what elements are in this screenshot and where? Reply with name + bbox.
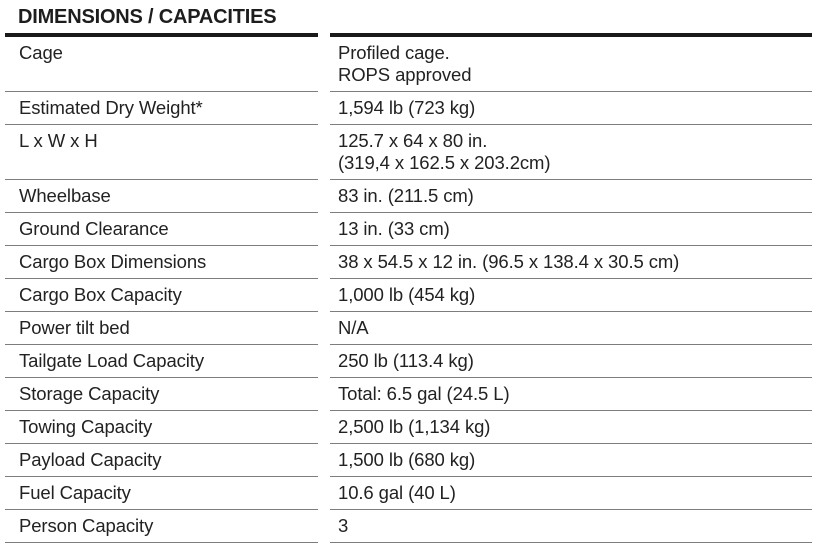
spec-label: Power tilt bed [5, 312, 318, 345]
spec-label: Cargo Box Dimensions [5, 246, 318, 279]
spec-label: Ground Clearance [5, 213, 318, 246]
table-row: Storage Capacity Total: 6.5 gal (24.5 L) [5, 378, 812, 411]
spec-label: Fuel Capacity [5, 477, 318, 510]
table-row: Fuel Capacity 10.6 gal (40 L) [5, 477, 812, 510]
spec-label: Estimated Dry Weight* [5, 92, 318, 125]
spec-label: Towing Capacity [5, 411, 318, 444]
spec-label: Person Capacity [5, 510, 318, 543]
table-row: Person Capacity 3 [5, 510, 812, 543]
spec-value: 83 in. (211.5 cm) [330, 180, 812, 213]
spec-label: Cargo Box Capacity [5, 279, 318, 312]
table-row: Ground Clearance 13 in. (33 cm) [5, 213, 812, 246]
spec-value: N/A [330, 312, 812, 345]
section-title: DIMENSIONS / CAPACITIES [18, 6, 277, 28]
table-row: Tailgate Load Capacity 250 lb (113.4 kg) [5, 345, 812, 378]
table-row: Towing Capacity 2,500 lb (1,134 kg) [5, 411, 812, 444]
table-row: Estimated Dry Weight* 1,594 lb (723 kg) [5, 92, 812, 125]
spec-value: 250 lb (113.4 kg) [330, 345, 812, 378]
spec-value: 1,000 lb (454 kg) [330, 279, 812, 312]
table-row: L x W x H 125.7 x 64 x 80 in. (319,4 x 1… [5, 125, 812, 180]
dimensions-capacities-table: DIMENSIONS / CAPACITIES Cage Profiled ca… [5, 7, 812, 543]
header-rule-left-segment [5, 33, 318, 37]
spec-value: 3 [330, 510, 812, 543]
spec-label: L x W x H [5, 125, 318, 180]
spec-value: Total: 6.5 gal (24.5 L) [330, 378, 812, 411]
spec-value: 38 x 54.5 x 12 in. (96.5 x 138.4 x 30.5 … [330, 246, 812, 279]
spec-value: 1,594 lb (723 kg) [330, 92, 812, 125]
spec-value: 125.7 x 64 x 80 in. (319,4 x 162.5 x 203… [330, 125, 812, 180]
table-row: Cargo Box Capacity 1,000 lb (454 kg) [5, 279, 812, 312]
spec-table-body: Cage Profiled cage. ROPS approved Estima… [5, 37, 812, 543]
spec-label: Wheelbase [5, 180, 318, 213]
table-row: Wheelbase 83 in. (211.5 cm) [5, 180, 812, 213]
table-row: Cage Profiled cage. ROPS approved [5, 37, 812, 92]
spec-value: 10.6 gal (40 L) [330, 477, 812, 510]
spec-value: 13 in. (33 cm) [330, 213, 812, 246]
spec-label: Storage Capacity [5, 378, 318, 411]
table-row: Payload Capacity 1,500 lb (680 kg) [5, 444, 812, 477]
spec-label: Cage [5, 37, 318, 92]
spec-value: 1,500 lb (680 kg) [330, 444, 812, 477]
header-rule [5, 33, 812, 37]
table-row: Cargo Box Dimensions 38 x 54.5 x 12 in. … [5, 246, 812, 279]
spec-value: 2,500 lb (1,134 kg) [330, 411, 812, 444]
spec-label: Tailgate Load Capacity [5, 345, 318, 378]
spec-label: Payload Capacity [5, 444, 318, 477]
header-rule-right-segment [330, 33, 812, 37]
spec-value: Profiled cage. ROPS approved [330, 37, 812, 92]
table-row: Power tilt bed N/A [5, 312, 812, 345]
